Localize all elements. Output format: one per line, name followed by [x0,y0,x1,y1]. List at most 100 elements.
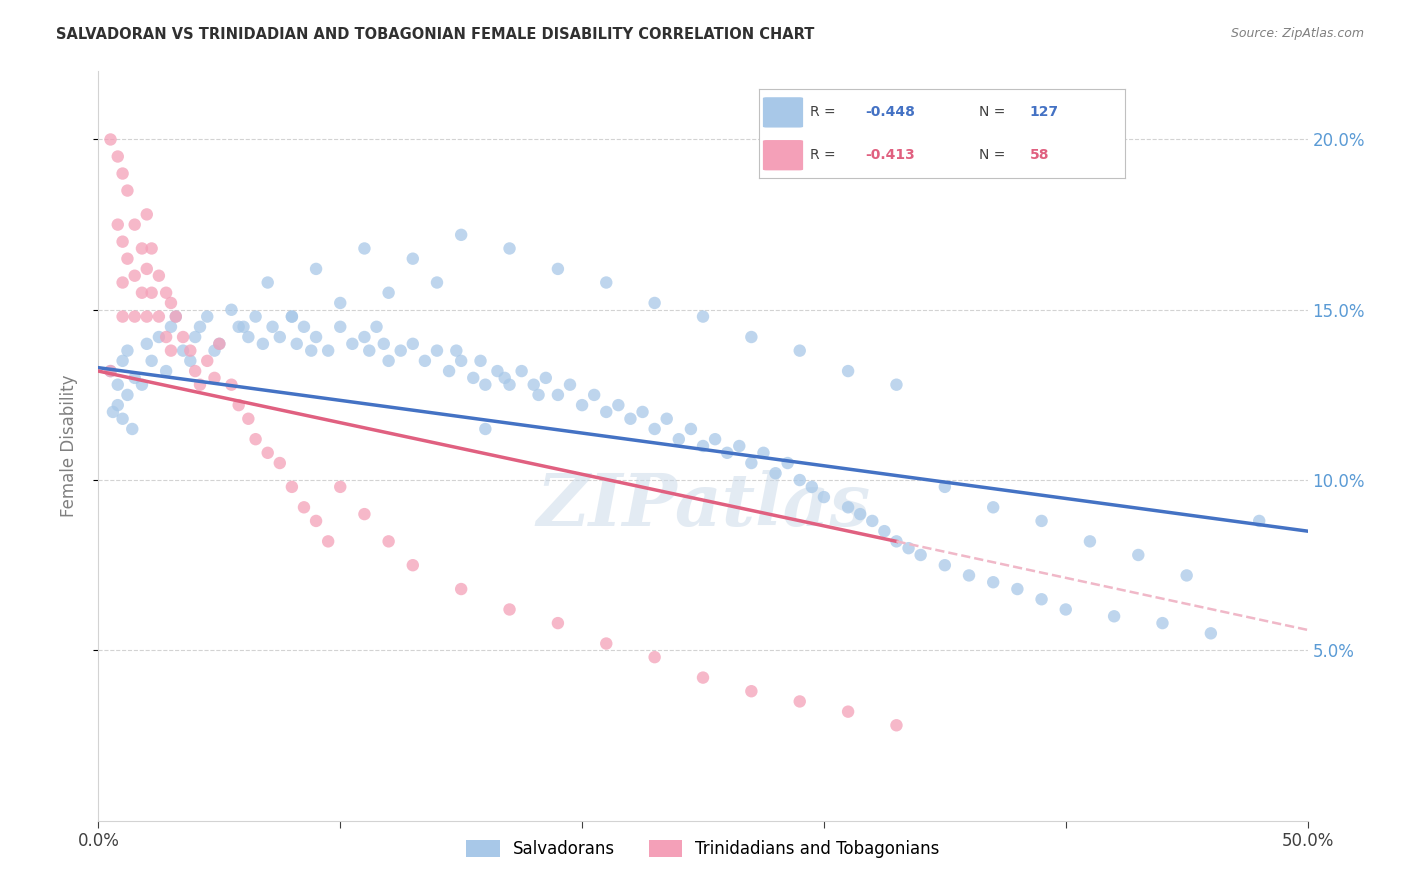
Point [426,343,449,358]
Point [450,582,472,596]
Point [228,398,250,412]
Point [195,354,218,368]
Point [934,558,956,573]
Point [886,534,908,549]
Point [117,184,139,198]
Point [101,405,124,419]
Point [716,446,738,460]
Point [111,411,134,425]
Point [148,268,170,283]
Point [547,261,569,276]
Point [377,354,399,368]
Point [124,310,146,324]
Point [135,310,157,324]
Point [377,285,399,300]
Point [494,371,516,385]
Point [342,336,364,351]
Point [837,364,859,378]
Point [256,446,278,460]
Point [135,261,157,276]
Point [141,242,163,256]
Point [184,364,207,378]
Text: Source: ZipAtlas.com: Source: ZipAtlas.com [1230,27,1364,40]
Y-axis label: Female Disability: Female Disability [59,375,77,517]
Point [107,398,129,412]
Point [124,371,146,385]
Point [740,330,762,344]
Point [238,411,260,425]
Point [692,439,714,453]
Text: 58: 58 [1029,148,1049,162]
Point [1054,602,1077,616]
Point [765,467,787,481]
Point [179,343,201,358]
Point [981,575,1004,590]
Point [534,371,557,385]
Point [373,336,395,351]
Text: N =: N = [979,148,1005,162]
Point [789,343,811,358]
Point [117,252,139,266]
Point [446,343,468,358]
Point [262,319,284,334]
Point [800,480,823,494]
Point [957,568,980,582]
Point [117,343,139,358]
Point [131,285,153,300]
Point [1152,616,1174,631]
Point [644,296,666,310]
Point [107,377,129,392]
Point [245,310,267,324]
Point [141,354,163,368]
Point [100,132,122,146]
Point [155,364,177,378]
Text: R =: R = [810,148,837,162]
Point [1078,534,1101,549]
Point [285,336,308,351]
Text: ZIPatlas: ZIPatlas [536,470,870,541]
Legend: Salvadorans, Trinidadians and Tobagonians: Salvadorans, Trinidadians and Tobagonian… [460,833,946,864]
Point [316,343,339,358]
Point [450,227,472,242]
Point [619,411,641,425]
Point [776,456,799,470]
Text: R =: R = [810,105,837,120]
Point [981,500,1004,515]
Point [188,377,211,392]
Point [837,500,859,515]
Point [204,371,226,385]
Point [305,261,328,276]
Point [111,167,134,181]
Point [111,276,134,290]
Point [366,319,388,334]
Point [281,310,304,324]
Point [389,343,412,358]
Point [426,276,449,290]
Point [498,602,520,616]
Point [1175,568,1198,582]
Point [208,336,231,351]
Point [135,207,157,221]
Point [1199,626,1222,640]
Point [221,377,243,392]
Point [281,480,304,494]
Point [269,456,291,470]
Point [789,473,811,487]
Point [527,388,550,402]
Point [1031,592,1053,607]
Point [228,319,250,334]
FancyBboxPatch shape [763,97,803,128]
Point [292,500,315,515]
Point [232,319,254,334]
Point [813,490,835,504]
Point [121,422,143,436]
Point [837,705,859,719]
Point [474,422,496,436]
Point [679,422,702,436]
Point [238,330,260,344]
Point [107,149,129,163]
Text: 127: 127 [1029,105,1059,120]
Point [135,336,157,351]
Point [704,432,727,446]
Point [148,310,170,324]
